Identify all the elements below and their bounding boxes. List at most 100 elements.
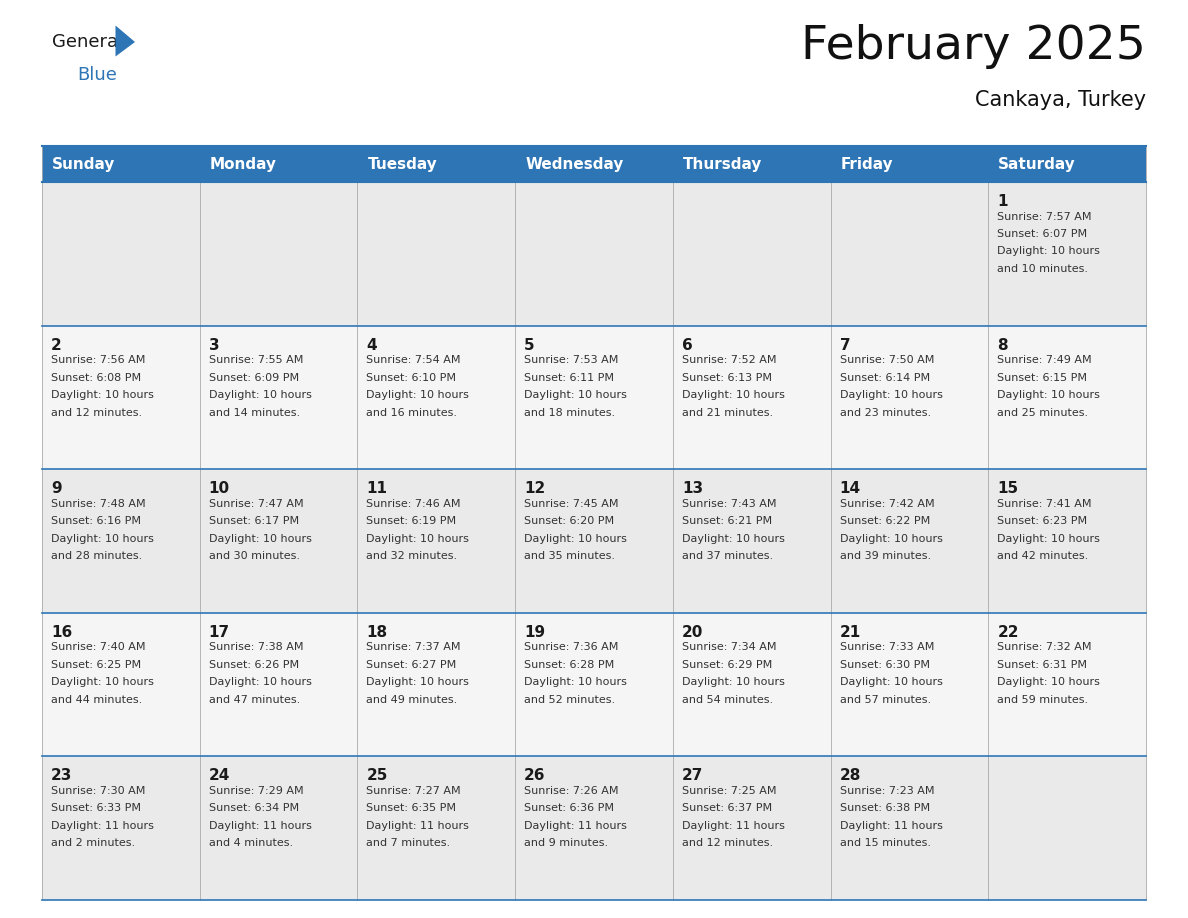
Text: and 18 minutes.: and 18 minutes. (524, 408, 615, 418)
Text: Sunset: 6:10 PM: Sunset: 6:10 PM (366, 373, 456, 383)
Text: Monday: Monday (210, 156, 277, 172)
Text: Daylight: 11 hours: Daylight: 11 hours (682, 821, 785, 831)
Text: Sunset: 6:30 PM: Sunset: 6:30 PM (840, 660, 929, 670)
Text: 25: 25 (366, 768, 387, 783)
Text: 23: 23 (51, 768, 72, 783)
Text: Daylight: 10 hours: Daylight: 10 hours (366, 677, 469, 688)
Text: Friday: Friday (841, 156, 893, 172)
Text: Daylight: 11 hours: Daylight: 11 hours (366, 821, 469, 831)
Text: Sunset: 6:19 PM: Sunset: 6:19 PM (366, 516, 456, 526)
Text: 17: 17 (209, 625, 229, 640)
Text: Sunrise: 7:25 AM: Sunrise: 7:25 AM (682, 786, 776, 796)
Text: Sunrise: 7:53 AM: Sunrise: 7:53 AM (524, 355, 619, 365)
Text: Sunrise: 7:48 AM: Sunrise: 7:48 AM (51, 498, 146, 509)
Text: Daylight: 10 hours: Daylight: 10 hours (682, 390, 785, 400)
Text: Sunrise: 7:49 AM: Sunrise: 7:49 AM (997, 355, 1092, 365)
Text: and 12 minutes.: and 12 minutes. (51, 408, 143, 418)
Text: Sunrise: 7:54 AM: Sunrise: 7:54 AM (366, 355, 461, 365)
Text: and 44 minutes.: and 44 minutes. (51, 695, 143, 705)
Text: Daylight: 10 hours: Daylight: 10 hours (840, 390, 942, 400)
Text: 3: 3 (209, 338, 220, 353)
Text: Sunrise: 7:23 AM: Sunrise: 7:23 AM (840, 786, 934, 796)
Text: Daylight: 10 hours: Daylight: 10 hours (997, 390, 1100, 400)
Text: Sunset: 6:36 PM: Sunset: 6:36 PM (524, 803, 614, 813)
Text: Sunset: 6:23 PM: Sunset: 6:23 PM (997, 516, 1087, 526)
Text: 19: 19 (524, 625, 545, 640)
Text: Sunset: 6:26 PM: Sunset: 6:26 PM (209, 660, 299, 670)
Text: Daylight: 11 hours: Daylight: 11 hours (209, 821, 311, 831)
Text: Daylight: 10 hours: Daylight: 10 hours (840, 533, 942, 543)
Text: Sunset: 6:22 PM: Sunset: 6:22 PM (840, 516, 930, 526)
Text: Daylight: 11 hours: Daylight: 11 hours (524, 821, 627, 831)
Text: 2: 2 (51, 338, 62, 353)
Text: Sunrise: 7:34 AM: Sunrise: 7:34 AM (682, 643, 776, 653)
Text: Daylight: 10 hours: Daylight: 10 hours (840, 677, 942, 688)
Text: Sunrise: 7:27 AM: Sunrise: 7:27 AM (366, 786, 461, 796)
Text: Sunset: 6:27 PM: Sunset: 6:27 PM (366, 660, 456, 670)
Text: and 25 minutes.: and 25 minutes. (997, 408, 1088, 418)
Text: Daylight: 10 hours: Daylight: 10 hours (51, 677, 154, 688)
Text: Daylight: 11 hours: Daylight: 11 hours (840, 821, 942, 831)
Text: and 42 minutes.: and 42 minutes. (997, 551, 1088, 561)
Text: and 4 minutes.: and 4 minutes. (209, 838, 292, 848)
Polygon shape (115, 26, 135, 57)
Text: and 23 minutes.: and 23 minutes. (840, 408, 930, 418)
Text: Sunrise: 7:36 AM: Sunrise: 7:36 AM (524, 643, 619, 653)
Text: and 57 minutes.: and 57 minutes. (840, 695, 930, 705)
Text: 6: 6 (682, 338, 693, 353)
Text: 8: 8 (997, 338, 1007, 353)
Text: Sunset: 6:33 PM: Sunset: 6:33 PM (51, 803, 141, 813)
Text: Sunset: 6:25 PM: Sunset: 6:25 PM (51, 660, 141, 670)
Text: Sunset: 6:11 PM: Sunset: 6:11 PM (524, 373, 614, 383)
Bar (42, 613, 1146, 756)
Text: Sunset: 6:07 PM: Sunset: 6:07 PM (997, 229, 1087, 239)
Text: Sunset: 6:16 PM: Sunset: 6:16 PM (51, 516, 141, 526)
Text: Sunrise: 7:47 AM: Sunrise: 7:47 AM (209, 498, 303, 509)
Text: and 39 minutes.: and 39 minutes. (840, 551, 930, 561)
Text: 5: 5 (524, 338, 535, 353)
Text: Sunrise: 7:37 AM: Sunrise: 7:37 AM (366, 643, 461, 653)
Text: Sunset: 6:29 PM: Sunset: 6:29 PM (682, 660, 772, 670)
Text: 14: 14 (840, 481, 860, 497)
Text: and 14 minutes.: and 14 minutes. (209, 408, 299, 418)
Text: Sunrise: 7:38 AM: Sunrise: 7:38 AM (209, 643, 303, 653)
Text: and 28 minutes.: and 28 minutes. (51, 551, 143, 561)
Text: Sunrise: 7:45 AM: Sunrise: 7:45 AM (524, 498, 619, 509)
Text: Sunrise: 7:33 AM: Sunrise: 7:33 AM (840, 643, 934, 653)
Text: and 47 minutes.: and 47 minutes. (209, 695, 299, 705)
Text: 10: 10 (209, 481, 229, 497)
Text: Sunrise: 7:40 AM: Sunrise: 7:40 AM (51, 643, 145, 653)
Text: and 37 minutes.: and 37 minutes. (682, 551, 773, 561)
Text: Sunset: 6:38 PM: Sunset: 6:38 PM (840, 803, 930, 813)
Bar (42, 756, 1146, 900)
Text: and 21 minutes.: and 21 minutes. (682, 408, 773, 418)
Text: Tuesday: Tuesday (367, 156, 437, 172)
Text: Wednesday: Wednesday (525, 156, 624, 172)
Text: and 54 minutes.: and 54 minutes. (682, 695, 773, 705)
Text: and 7 minutes.: and 7 minutes. (366, 838, 450, 848)
Text: 24: 24 (209, 768, 230, 783)
Bar (42, 182, 1146, 326)
Text: Sunrise: 7:26 AM: Sunrise: 7:26 AM (524, 786, 619, 796)
Text: Sunrise: 7:50 AM: Sunrise: 7:50 AM (840, 355, 934, 365)
Text: Sunrise: 7:32 AM: Sunrise: 7:32 AM (997, 643, 1092, 653)
Text: Sunset: 6:09 PM: Sunset: 6:09 PM (209, 373, 299, 383)
Text: Blue: Blue (77, 65, 116, 84)
Text: Sunset: 6:37 PM: Sunset: 6:37 PM (682, 803, 772, 813)
Text: 11: 11 (366, 481, 387, 497)
Text: Sunrise: 7:55 AM: Sunrise: 7:55 AM (209, 355, 303, 365)
Text: Daylight: 11 hours: Daylight: 11 hours (51, 821, 154, 831)
Text: Daylight: 10 hours: Daylight: 10 hours (997, 677, 1100, 688)
Text: Daylight: 10 hours: Daylight: 10 hours (524, 677, 627, 688)
Text: Sunset: 6:28 PM: Sunset: 6:28 PM (524, 660, 614, 670)
Text: 20: 20 (682, 625, 703, 640)
Text: Sunset: 6:08 PM: Sunset: 6:08 PM (51, 373, 141, 383)
Text: Daylight: 10 hours: Daylight: 10 hours (524, 533, 627, 543)
Text: Sunset: 6:31 PM: Sunset: 6:31 PM (997, 660, 1087, 670)
Text: Sunrise: 7:56 AM: Sunrise: 7:56 AM (51, 355, 145, 365)
Text: 21: 21 (840, 625, 861, 640)
Text: 9: 9 (51, 481, 62, 497)
Text: and 49 minutes.: and 49 minutes. (366, 695, 457, 705)
Text: and 16 minutes.: and 16 minutes. (366, 408, 457, 418)
Text: 18: 18 (366, 625, 387, 640)
